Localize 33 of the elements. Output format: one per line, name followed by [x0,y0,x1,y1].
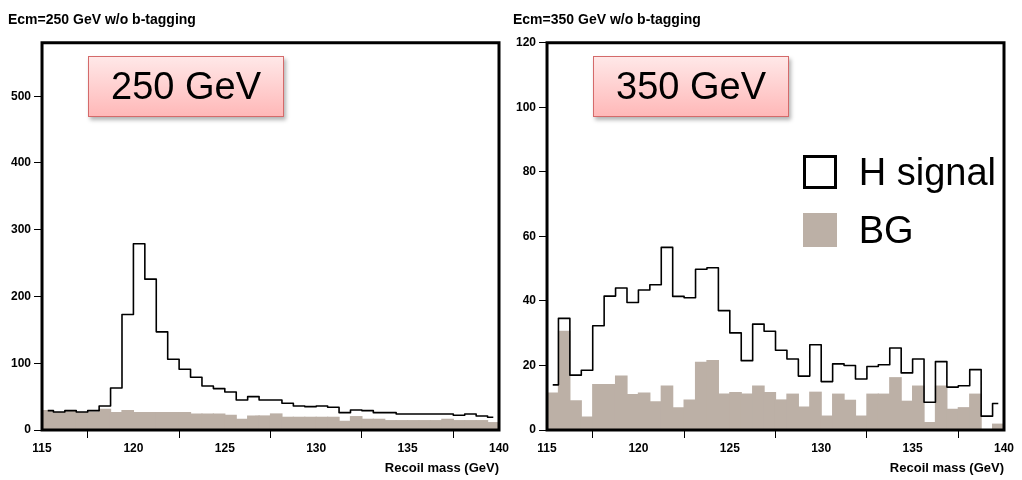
y-tick-label: 40 [522,293,537,308]
annotation: 250 GeV [88,56,284,117]
y-tick-label: 60 [522,228,537,243]
y-tick-label: 200 [10,288,32,303]
annotation: 350 GeV [593,56,789,117]
y-tick-label: 0 [24,422,32,437]
chart-title: Ecm=350 GeV w/o b-tagging [513,11,701,28]
x-tick-label: 120 [123,440,144,455]
x-axis-title: Recoil mass (GeV) [384,459,499,475]
legend-label: BG [858,208,914,253]
x-tick-label: 115 [32,440,53,455]
x-tick-label: 135 [397,440,418,455]
y-tick-label: 500 [10,88,32,103]
legend-label: H signal [858,150,996,195]
x-tick-label: 120 [628,440,649,455]
y-tick-label: 120 [515,35,537,50]
chart-title: Ecm=250 GeV w/o b-tagging [8,11,196,28]
x-tick-label: 125 [214,440,236,455]
y-tick-label: 80 [522,164,537,179]
x-tick-label: 135 [902,440,923,455]
x-tick-label: 140 [993,440,1015,455]
x-tick-label: 125 [719,440,741,455]
x-tick-label: 130 [811,440,832,455]
x-axis-title: Recoil mass (GeV) [889,459,1004,475]
x-tick-label: 115 [537,440,558,455]
y-tick-label: 0 [529,422,537,437]
y-tick-label: 100 [515,99,537,114]
y-tick-label: 400 [10,155,32,170]
x-tick-label: 140 [488,440,510,455]
x-tick-label: 130 [306,440,327,455]
y-tick-label: 300 [10,222,32,237]
y-tick-label: 20 [522,357,537,372]
y-tick-label: 100 [10,355,32,370]
